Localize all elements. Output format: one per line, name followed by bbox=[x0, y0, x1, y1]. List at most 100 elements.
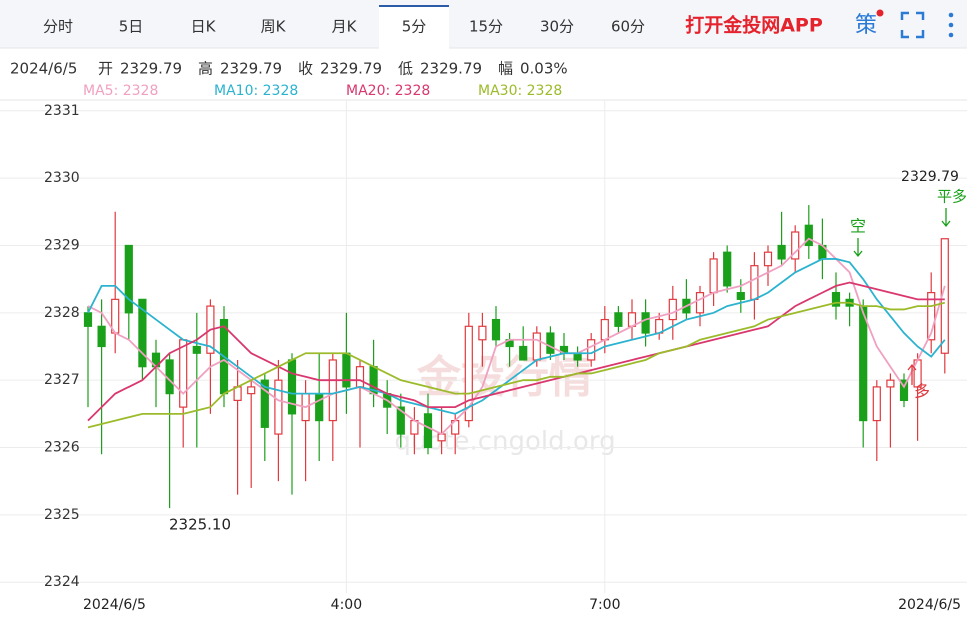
x-tick-label: 2024/6/5 bbox=[898, 597, 961, 613]
legend-entry: MA30: 2328 bbox=[478, 83, 562, 99]
candle-body bbox=[124, 244, 133, 314]
annotation: 2329.79 bbox=[901, 169, 959, 185]
tab[interactable]: 30分 bbox=[540, 18, 574, 36]
candle-body bbox=[491, 318, 501, 341]
signal-arrow bbox=[907, 363, 917, 385]
candle-body bbox=[97, 325, 106, 348]
ma-line bbox=[87, 237, 946, 436]
tab[interactable]: 15分 bbox=[469, 18, 503, 36]
info-item: 幅 bbox=[498, 60, 513, 78]
annotation: 平多 bbox=[937, 188, 967, 206]
x-tick-label: 4:00 bbox=[331, 597, 362, 613]
info-item: 开 bbox=[98, 60, 113, 78]
candle-body bbox=[519, 345, 528, 361]
candle-body bbox=[138, 298, 147, 368]
candle-body bbox=[859, 305, 868, 422]
candle-body bbox=[396, 406, 405, 435]
candle-body bbox=[736, 292, 745, 300]
candle-body bbox=[791, 231, 800, 260]
candle-body bbox=[423, 413, 433, 449]
candle-body bbox=[587, 339, 596, 361]
info-item: 0.03% bbox=[520, 60, 568, 78]
y-tick-label: 2330 bbox=[44, 170, 80, 186]
candle-body bbox=[315, 393, 324, 422]
candle-body bbox=[464, 325, 473, 422]
x-tick-label: 7:00 bbox=[589, 597, 620, 613]
info-item: 2024/6/5 bbox=[10, 60, 77, 78]
info-item: 2329.79 bbox=[220, 60, 282, 78]
fullscreen-icon[interactable] bbox=[900, 11, 925, 39]
plot: 2324 2325 2326 2327 2328 2329 2330 2331 2024/6/5… bbox=[0, 99, 967, 613]
ma-line bbox=[87, 258, 946, 415]
candle-body bbox=[274, 379, 283, 435]
tabs: 分时 5日 日K 周K 月K 5分 15分 30分 60分 bbox=[43, 5, 645, 49]
x-tick-label: 2024/6/5 bbox=[83, 597, 146, 613]
tab[interactable]: 日K bbox=[191, 18, 217, 36]
candle-body bbox=[763, 251, 773, 267]
legend-entry: MA20: 2328 bbox=[346, 83, 430, 99]
annotation: 2325.10 bbox=[169, 516, 231, 534]
ma-line bbox=[87, 281, 945, 422]
y-tick-label: 2324 bbox=[44, 574, 80, 590]
active-tab bbox=[379, 6, 449, 49]
info-item: 2329.79 bbox=[120, 60, 182, 78]
annotation: 空 bbox=[850, 217, 866, 236]
tab[interactable]: 月K bbox=[332, 18, 358, 36]
tab[interactable]: 周K bbox=[261, 18, 287, 36]
candle-body bbox=[600, 318, 609, 341]
candle-body bbox=[192, 345, 201, 354]
app-link[interactable]: 打开金投网APP bbox=[685, 14, 823, 37]
tab[interactable]: 分时 bbox=[43, 18, 73, 36]
tab-bar bbox=[0, 0, 967, 48]
y-tick-label: 2328 bbox=[44, 305, 80, 321]
info-item: 收 bbox=[298, 60, 313, 78]
y-tick-label: 2331 bbox=[44, 103, 80, 119]
candle-body bbox=[179, 339, 188, 408]
candle-body bbox=[831, 292, 841, 307]
candle-body bbox=[804, 224, 813, 247]
candle-body bbox=[723, 251, 732, 287]
candle-body bbox=[709, 258, 718, 294]
candle-body bbox=[614, 312, 623, 327]
info-row: 2024/6/5 开 2329.79 高 2329.79 收 2329.79 低 2329.79… bbox=[10, 60, 568, 78]
candle-body bbox=[83, 312, 93, 327]
badge bbox=[876, 9, 884, 17]
tab[interactable]: 5日 bbox=[119, 18, 144, 36]
tab[interactable]: 60分 bbox=[611, 18, 645, 36]
candle-body bbox=[287, 359, 297, 415]
candle-body bbox=[247, 386, 256, 395]
y-tick-label: 2326 bbox=[44, 440, 80, 456]
candle-body bbox=[546, 332, 555, 354]
y-tick-label: 2329 bbox=[44, 237, 80, 253]
annotation: 多 bbox=[914, 382, 930, 401]
candle-body bbox=[927, 292, 936, 341]
ma-line bbox=[87, 301, 946, 429]
candle-body bbox=[899, 379, 909, 401]
watermark: 金投行情 bbox=[416, 352, 593, 403]
candle-body bbox=[342, 352, 351, 388]
menu-icon[interactable] bbox=[948, 12, 954, 38]
candle-body bbox=[750, 265, 759, 300]
legend-entry: MA10: 2328 bbox=[214, 83, 298, 99]
candle-body bbox=[328, 359, 337, 422]
candle-body bbox=[668, 298, 677, 321]
candle-body bbox=[695, 292, 705, 314]
candle-body bbox=[355, 366, 365, 388]
candle-body bbox=[573, 352, 582, 361]
info-item: 2329.79 bbox=[420, 60, 482, 78]
candle-body bbox=[260, 379, 269, 428]
candle-body bbox=[478, 325, 487, 341]
tab[interactable]: 5分 bbox=[402, 18, 427, 36]
candle-body bbox=[872, 386, 881, 422]
legend-entry: MA5: 2328 bbox=[83, 83, 158, 99]
candle-body bbox=[886, 379, 895, 388]
candle-body bbox=[532, 332, 541, 361]
signal-arrow bbox=[941, 208, 951, 228]
strategy-button[interactable]: 策 bbox=[855, 13, 877, 38]
info-item: 低 bbox=[398, 60, 413, 78]
signal-arrow bbox=[853, 238, 863, 258]
legend: MA5: 2328 MA10: 2328 MA20: 2328 MA30: 2328 bbox=[83, 83, 562, 99]
candle-body bbox=[641, 312, 650, 334]
y-tick-label: 2325 bbox=[44, 507, 80, 523]
